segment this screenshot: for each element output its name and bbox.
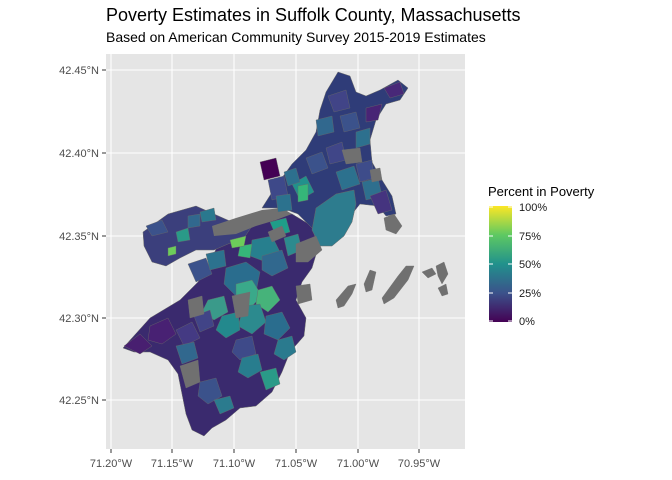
y-tick-label: 42.30°N (59, 313, 99, 325)
x-tick-label: 71.20°W (90, 458, 133, 470)
legend-colorbar (489, 206, 512, 322)
legend-title: Percent in Poverty (488, 184, 595, 199)
y-tick-label: 42.25°N (59, 395, 99, 407)
y-axis: 42.45°N 42.40°N 42.35°N 42.30°N 42.25°N (59, 65, 106, 407)
legend-label: 50% (519, 259, 541, 271)
x-axis: 71.20°W 71.15°W 71.10°W 71.05°W 71.00°W … (90, 449, 441, 470)
legend-label: 100% (519, 202, 547, 214)
legend-ticks (489, 206, 512, 322)
map-subtitle: Based on American Community Survey 2015-… (106, 29, 486, 45)
legend-label: 75% (519, 231, 541, 243)
y-tick-label: 42.45°N (59, 65, 99, 77)
x-tick-label: 71.15°W (151, 458, 194, 470)
legend-label: 0% (519, 316, 535, 328)
map-shapes (122, 71, 449, 437)
legend-label: 25% (519, 288, 541, 300)
map-title: Poverty Estimates in Suffolk County, Mas… (106, 5, 521, 25)
x-tick-label: 71.05°W (275, 458, 318, 470)
x-tick-label: 71.00°W (337, 458, 380, 470)
tracts (123, 81, 405, 415)
harbor-islands (335, 261, 449, 309)
y-tick-label: 42.40°N (59, 148, 99, 160)
legend: 100% 75% 50% 25% 0% (489, 202, 547, 328)
missing-areas (179, 147, 403, 389)
charles-river (212, 208, 292, 236)
x-tick-label: 71.10°W (213, 458, 256, 470)
y-tick-label: 42.35°N (59, 231, 99, 243)
x-tick-label: 70.95°W (398, 458, 441, 470)
